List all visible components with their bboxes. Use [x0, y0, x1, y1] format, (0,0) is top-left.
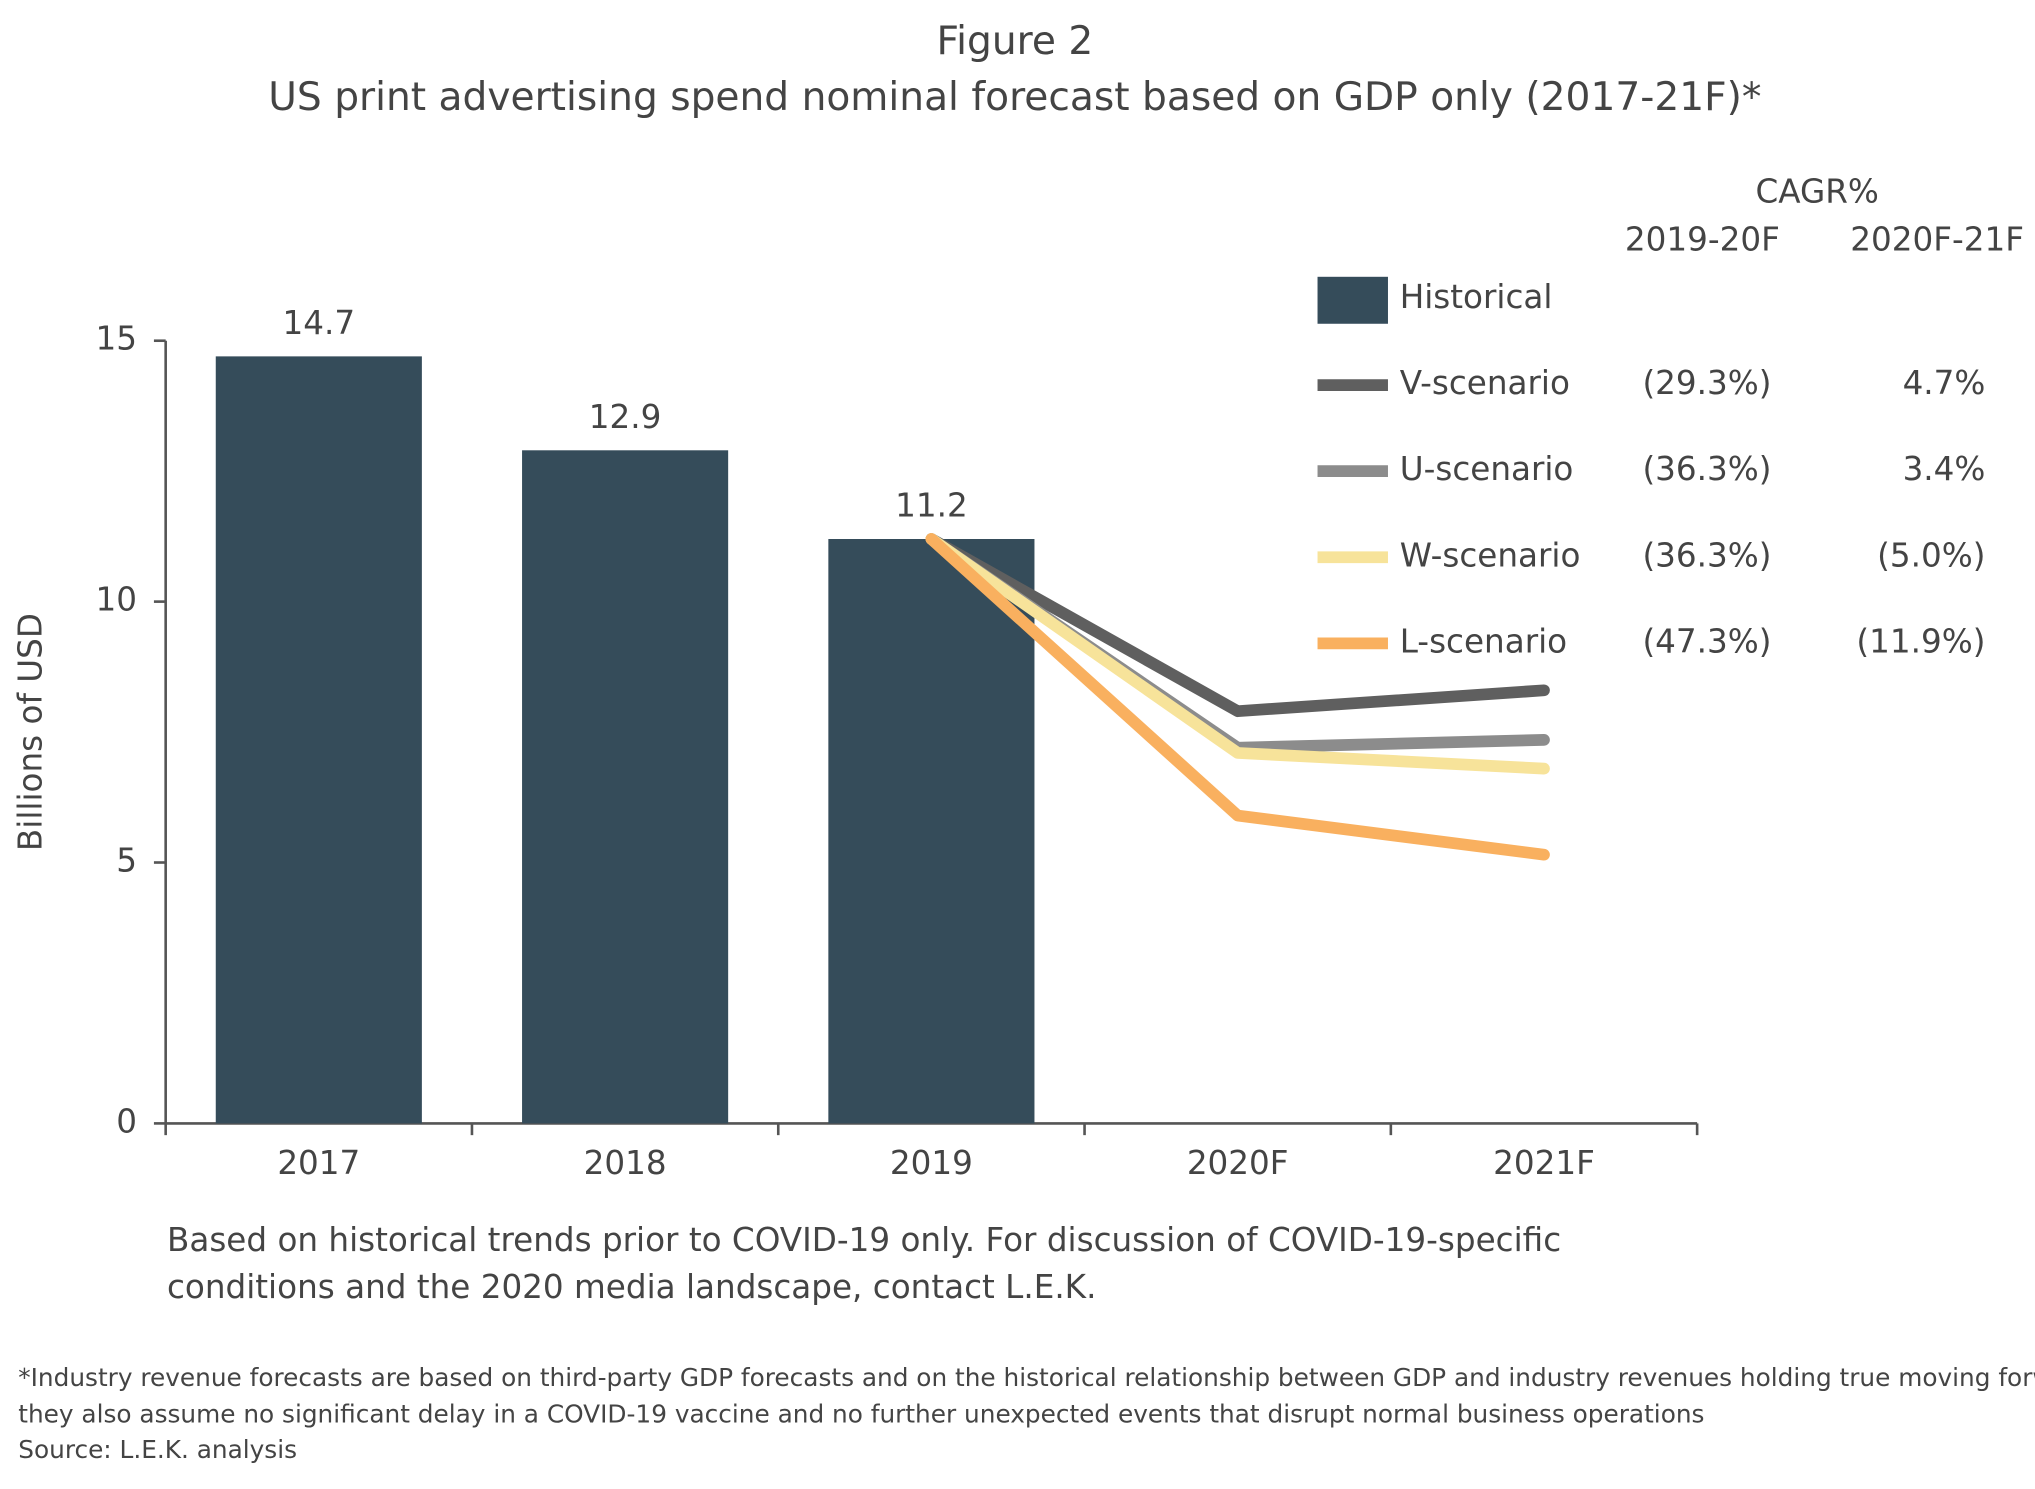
y-tick-label: 15: [95, 320, 137, 358]
legend-column-header: 2020F-21F: [1850, 221, 2024, 259]
legend-cagr: (11.9%): [1856, 622, 1985, 660]
footnote: *Industry revenue forecasts are based on…: [18, 1363, 2035, 1392]
legend-label: V-scenario: [1400, 364, 1570, 402]
legend-cagr: 4.7%: [1903, 364, 1986, 402]
line-series: [925, 533, 1550, 775]
legend-cagr: (5.0%): [1877, 536, 1985, 574]
x-tick-label: 2019: [890, 1144, 973, 1182]
chart-title: Figure 2: [936, 19, 1093, 64]
legend-column-header: 2019-20F: [1625, 221, 1780, 259]
legend-label: W-scenario: [1400, 536, 1581, 574]
legend-label: Historical: [1400, 278, 1553, 316]
footnote: they also assume no significant delay in…: [18, 1400, 1704, 1429]
legend-header: CAGR%: [1755, 172, 1878, 210]
legend-cagr: (36.3%): [1642, 536, 1771, 574]
bar-value-label: 12.9: [589, 398, 662, 436]
y-axis-label: Billions of USD: [12, 613, 50, 851]
bar: [215, 356, 422, 1124]
legend-swatch: [1317, 276, 1388, 324]
note: Based on historical trends prior to COVI…: [167, 1221, 1561, 1259]
y-tick-label: 10: [95, 581, 137, 619]
legend-label: U-scenario: [1400, 450, 1574, 488]
bar-value-label: 14.7: [283, 304, 356, 342]
bar: [522, 450, 729, 1124]
x-tick-label: 2017: [277, 1144, 360, 1182]
chart-subtitle: US print advertising spend nominal forec…: [268, 75, 1761, 120]
source: Source: L.E.K. analysis: [18, 1435, 297, 1464]
legend-cagr: (36.3%): [1642, 450, 1771, 488]
y-tick-label: 0: [116, 1102, 137, 1140]
x-tick-label: 2018: [584, 1144, 667, 1182]
note: conditions and the 2020 media landscape,…: [167, 1268, 1096, 1306]
bar: [828, 539, 1035, 1124]
y-tick-label: 5: [116, 842, 137, 880]
line-series: [925, 533, 1550, 718]
line-series: [925, 533, 1550, 861]
legend-label: L-scenario: [1400, 622, 1567, 660]
legend-cagr: (47.3%): [1642, 622, 1771, 660]
legend-cagr: 3.4%: [1903, 450, 1986, 488]
bar-value-label: 11.2: [895, 487, 968, 525]
x-tick-label: 2021F: [1493, 1144, 1595, 1182]
x-tick-label: 2020F: [1187, 1144, 1289, 1182]
legend-cagr: (29.3%): [1642, 364, 1771, 402]
